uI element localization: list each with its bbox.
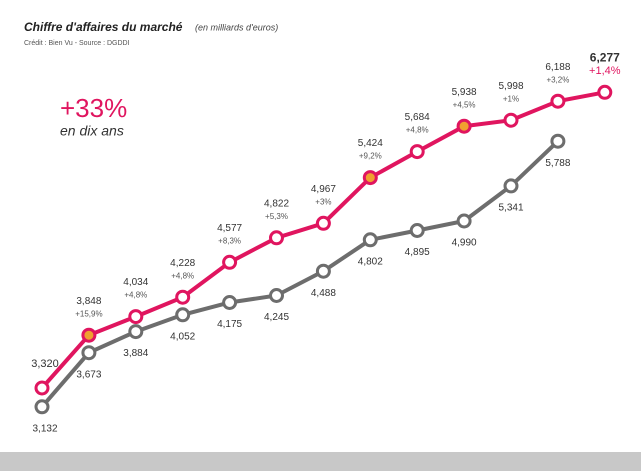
point-marker [269,230,284,246]
value-label: 5,424 [358,138,383,149]
chart-title-unit: (en milliards d'euros) [195,22,278,32]
point-marker [597,84,613,100]
change-label: +4,8% [124,291,147,300]
value-label: 5,341 [498,203,523,214]
value-label: 5,684 [405,112,430,123]
point-marker [81,327,97,343]
change-label: +15,9% [75,309,102,318]
annotation: +33% [60,93,127,123]
change-label: +1,4% [589,65,621,77]
point-marker [222,254,238,270]
change-label: +3% [315,197,331,206]
change-label: +8,3% [218,236,241,245]
point-marker [456,118,472,134]
value-label: 4,175 [217,319,242,330]
point-marker [81,345,97,361]
change-label: +4,5% [453,100,476,109]
point-marker [34,399,50,415]
point-marker [550,93,566,109]
value-label: 3,848 [76,296,101,307]
value-label: 4,228 [170,258,195,269]
point-marker [222,295,238,310]
point-marker [315,215,331,231]
value-label: 4,052 [170,331,195,342]
value-label: 4,245 [264,312,289,323]
value-label: 4,990 [452,238,477,249]
change-label: +1% [503,94,519,103]
value-label: 4,034 [123,277,148,288]
value-label: 4,895 [405,247,430,258]
point-marker [362,232,378,248]
change-label: +5,3% [265,212,288,221]
point-marker [269,288,284,303]
point-marker [175,307,191,323]
point-marker [128,309,144,325]
value-label: 6,188 [545,62,570,73]
value-label: 6,277 [590,50,620,64]
value-label: 5,788 [545,158,570,169]
value-label: 3,673 [76,369,101,380]
value-label: 5,938 [452,87,477,98]
series-line [40,90,606,390]
point-marker [503,178,519,194]
point-marker [503,112,519,128]
point-marker [550,133,566,149]
change-label: +4,8% [406,126,429,135]
point-marker [409,144,425,160]
annotation-sub: en dix ans [60,123,124,139]
point-marker [175,289,191,305]
value-label: 4,822 [264,198,289,209]
chart-title: Chiffre d'affaires du marché [24,20,183,34]
value-label: 3,884 [123,348,148,359]
value-label: 5,998 [498,81,523,92]
change-label: +9,2% [359,152,382,161]
series-line [40,139,560,409]
value-label: 3,132 [32,423,57,434]
point-marker [409,223,425,238]
change-label: +3,2% [546,75,569,84]
chart-subtitle: Crédit : Bien Vu - Source : DGDDI [24,40,130,47]
point-marker [34,380,50,396]
change-label: +4,8% [171,271,194,280]
value-label: 4,967 [311,184,336,195]
point-marker [456,213,472,229]
point-marker [315,263,331,279]
point-marker [362,170,378,186]
value-label: 4,488 [311,288,336,299]
point-marker [128,324,144,340]
value-label: 3,320 [31,358,59,370]
x-axis-strip [0,452,641,471]
value-label: 4,577 [217,223,242,234]
value-label: 4,802 [358,256,383,267]
